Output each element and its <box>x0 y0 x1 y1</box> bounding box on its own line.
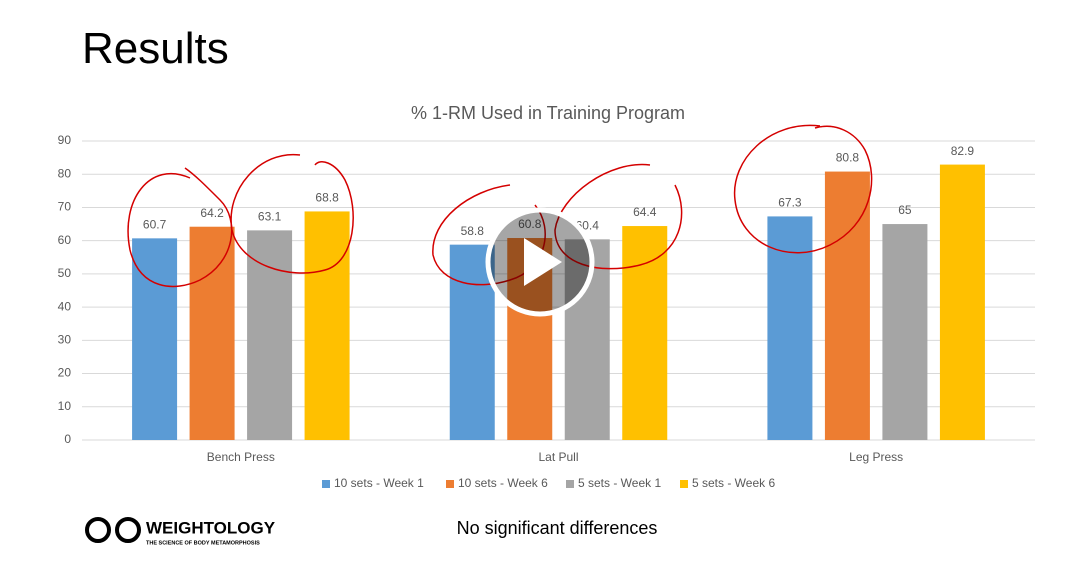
plot-area: 0 10 20 30 40 50 60 70 80 90 Bench Press 60.7 64.2 63… <box>58 133 1035 490</box>
y-tick-label: 40 <box>58 299 72 313</box>
annotation-circle <box>230 153 354 274</box>
bar <box>304 211 350 440</box>
logo-icon <box>85 517 111 543</box>
logo-text: WEIGHTOLOGY <box>146 518 276 537</box>
bar <box>622 226 668 440</box>
legend-marker <box>680 480 688 488</box>
x-tick-label: Lat Pull <box>538 450 578 464</box>
bar <box>882 224 928 440</box>
logo-icon <box>115 517 141 543</box>
y-tick-label: 70 <box>58 200 72 214</box>
y-tick-label: 50 <box>58 266 72 280</box>
data-label: 82.9 <box>951 144 975 158</box>
legend-marker <box>322 480 330 488</box>
legend-label: 5 sets - Week 6 <box>692 476 775 490</box>
data-label: 68.8 <box>315 191 339 205</box>
annotation-circle <box>127 167 233 288</box>
y-tick-label: 30 <box>58 333 72 347</box>
data-label: 64.2 <box>200 206 224 220</box>
data-label: 63.1 <box>258 210 282 224</box>
x-tick-label: Leg Press <box>849 450 903 464</box>
play-button[interactable] <box>485 207 595 317</box>
legend-marker <box>446 480 454 488</box>
annotation-circle <box>733 124 873 254</box>
note: No significant differences <box>457 518 658 538</box>
bar <box>449 244 495 440</box>
annotations <box>127 124 873 288</box>
y-tick-label: 20 <box>58 366 72 380</box>
bar <box>132 238 178 440</box>
play-icon[interactable] <box>524 238 562 286</box>
bar <box>939 164 985 441</box>
x-tick-label: Bench Press <box>207 450 275 464</box>
data-label: 60.8 <box>518 217 542 231</box>
logo-tagline: THE SCIENCE OF BODY METAMORPHOSIS <box>146 540 260 546</box>
annotation-circle <box>432 184 546 286</box>
bar <box>247 230 293 440</box>
bar <box>767 216 813 440</box>
legend-marker <box>566 480 574 488</box>
data-label: 67.3 <box>778 196 802 210</box>
bar <box>189 226 235 440</box>
y-tick-label: 60 <box>58 233 72 247</box>
y-tick-label: 90 <box>58 133 72 147</box>
data-label: 65 <box>898 203 912 217</box>
y-tick-label: 0 <box>64 432 71 446</box>
y-tick-label: 80 <box>58 166 72 180</box>
legend-label: 10 sets - Week 6 <box>458 476 548 490</box>
bar <box>564 239 610 440</box>
legend-label: 5 sets - Week 1 <box>578 476 661 490</box>
data-label: 58.8 <box>461 224 485 238</box>
data-label: 60.7 <box>143 218 167 232</box>
logo: WEIGHTOLOGY THE SCIENCE OF BODY METAMORP… <box>85 517 276 546</box>
chart-title: % 1-RM Used in Training Program <box>411 103 685 123</box>
data-label: 80.8 <box>836 151 860 165</box>
slide-title: Results <box>82 24 229 73</box>
bar <box>824 171 870 440</box>
data-label: 64.4 <box>633 205 657 219</box>
y-tick-label: 10 <box>58 399 72 413</box>
annotation-circle <box>554 163 683 270</box>
legend-label: 10 sets - Week 1 <box>334 476 424 490</box>
